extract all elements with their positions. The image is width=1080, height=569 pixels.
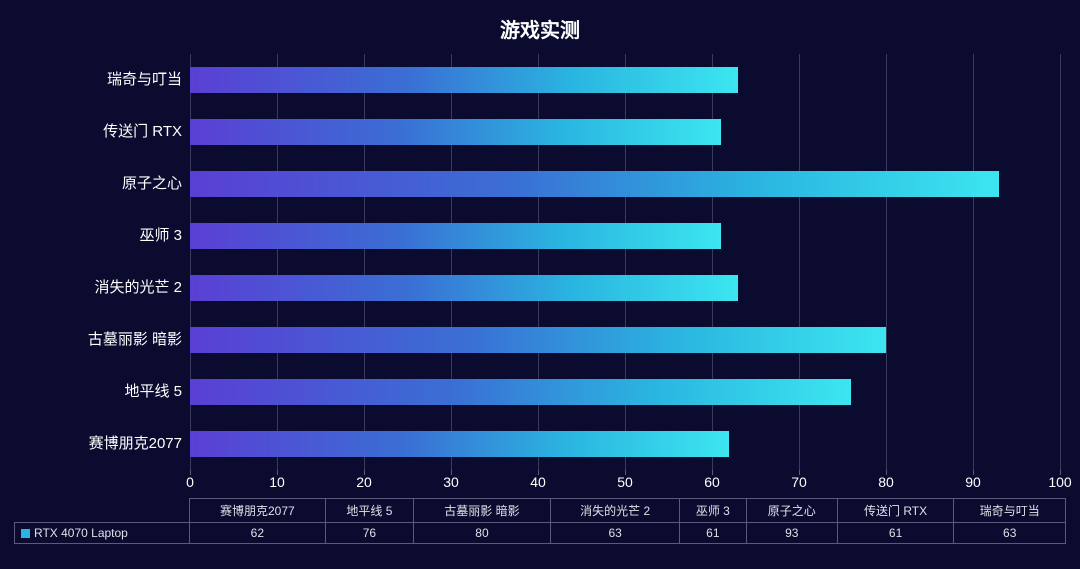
bar <box>190 275 738 301</box>
table-col-header: 赛博朋克2077 <box>189 499 326 523</box>
gridline <box>1060 54 1061 470</box>
x-axis-tick-label: 70 <box>779 474 819 490</box>
x-axis-tick-label: 30 <box>431 474 471 490</box>
bar <box>190 171 999 197</box>
bar <box>190 431 729 457</box>
table-cell: 76 <box>326 523 413 544</box>
table-col-header: 瑞奇与叮当 <box>954 499 1066 523</box>
bar-row <box>190 67 1060 93</box>
x-axis-tick-mark <box>799 470 800 475</box>
x-axis-tick-label: 50 <box>605 474 645 490</box>
bar <box>190 67 738 93</box>
bar-row <box>190 223 1060 249</box>
x-axis-tick-mark <box>625 470 626 475</box>
bar-row <box>190 119 1060 145</box>
table-col-header: 巫师 3 <box>679 499 746 523</box>
x-axis-tick-label: 100 <box>1040 474 1080 490</box>
table-cell: 63 <box>954 523 1066 544</box>
bar-row <box>190 431 1060 457</box>
gridline <box>799 54 800 470</box>
table-col-header: 古墓丽影 暗影 <box>413 499 551 523</box>
table-cell: 61 <box>679 523 746 544</box>
bar <box>190 379 851 405</box>
table-header-row: 赛博朋克2077地平线 5古墓丽影 暗影消失的光芒 2巫师 3原子之心传送门 R… <box>15 499 1066 523</box>
gridline <box>190 54 191 470</box>
bar <box>190 119 721 145</box>
x-axis-tick-mark <box>538 470 539 475</box>
x-axis-tick-label: 80 <box>866 474 906 490</box>
x-axis-tick-label: 20 <box>344 474 384 490</box>
legend-cell: RTX 4070 Laptop <box>15 523 190 544</box>
table-corner-empty <box>15 499 190 523</box>
table-col-header: 原子之心 <box>746 499 837 523</box>
x-axis-tick-mark <box>973 470 974 475</box>
table-col-header: 地平线 5 <box>326 499 413 523</box>
y-axis-label: 传送门 RTX <box>2 119 182 145</box>
plot-area <box>190 54 1060 470</box>
bar-row <box>190 171 1060 197</box>
gridline <box>364 54 365 470</box>
gridline <box>712 54 713 470</box>
x-axis-tick-label: 0 <box>170 474 210 490</box>
table-cell: 61 <box>837 523 954 544</box>
bar-row <box>190 327 1060 353</box>
x-axis-tick-label: 40 <box>518 474 558 490</box>
legend-swatch <box>21 529 30 538</box>
table-data-row: RTX 4070 Laptop 6276806361936163 <box>15 523 1066 544</box>
gridline <box>973 54 974 470</box>
gridline <box>277 54 278 470</box>
y-axis-label: 原子之心 <box>2 171 182 197</box>
x-axis-tick-mark <box>1060 470 1061 475</box>
chart-title: 游戏实测 <box>0 0 1080 51</box>
y-axis-label: 消失的光芒 2 <box>2 275 182 301</box>
y-axis-label: 巫师 3 <box>2 223 182 249</box>
gridline <box>451 54 452 470</box>
x-axis-tick-label: 10 <box>257 474 297 490</box>
series-name: RTX 4070 Laptop <box>34 526 128 540</box>
bar-row <box>190 275 1060 301</box>
x-axis-tick-mark <box>886 470 887 475</box>
table-cell: 93 <box>746 523 837 544</box>
x-axis-tick-mark <box>364 470 365 475</box>
x-axis-tick-label: 60 <box>692 474 732 490</box>
x-axis-tick-mark <box>277 470 278 475</box>
data-table: 赛博朋克2077地平线 5古墓丽影 暗影消失的光芒 2巫师 3原子之心传送门 R… <box>14 498 1066 544</box>
table-cell: 80 <box>413 523 551 544</box>
x-axis-tick-label: 90 <box>953 474 993 490</box>
x-axis-tick-mark <box>190 470 191 475</box>
chart-container: 游戏实测 赛博朋克2077地平线 5古墓丽影 暗影消失的光芒 2巫师 3原子之心… <box>0 0 1080 569</box>
table-cell: 63 <box>551 523 680 544</box>
x-axis-tick-mark <box>712 470 713 475</box>
bar-row <box>190 379 1060 405</box>
gridline <box>625 54 626 470</box>
bar <box>190 327 886 353</box>
gridline <box>886 54 887 470</box>
y-axis-label: 赛博朋克2077 <box>2 431 182 457</box>
table-col-header: 传送门 RTX <box>837 499 954 523</box>
y-axis-label: 古墓丽影 暗影 <box>2 327 182 353</box>
y-axis-label: 地平线 5 <box>2 379 182 405</box>
x-axis-tick-mark <box>451 470 452 475</box>
bar <box>190 223 721 249</box>
y-axis-label: 瑞奇与叮当 <box>2 67 182 93</box>
gridline <box>538 54 539 470</box>
table-col-header: 消失的光芒 2 <box>551 499 680 523</box>
table-cell: 62 <box>189 523 326 544</box>
